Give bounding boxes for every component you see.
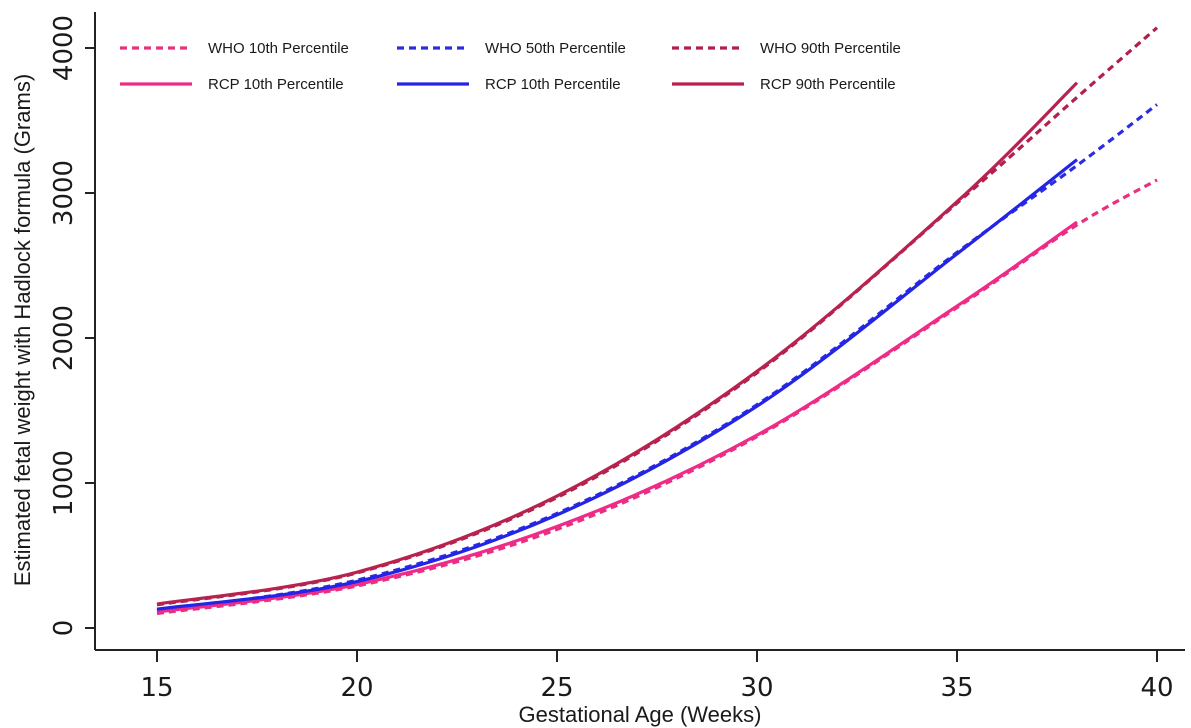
- legend: WHO 10th Percentile WHO 50th Percentile WH…: [120, 40, 901, 93]
- y-tick-label: 3000: [49, 160, 79, 226]
- legend-label: RCP 90th Percentile: [760, 76, 896, 93]
- legend-item-5: RCP 90th Percentile: [672, 76, 896, 93]
- x-tick-label: 25: [540, 673, 573, 703]
- y-tick-label: 0: [49, 620, 79, 637]
- series-line-3: [156, 220, 1078, 614]
- x-tick-label: 40: [1140, 673, 1173, 703]
- x-ticks: 15 20 25 30 35 40: [140, 650, 1174, 703]
- legend-item-4: RCP 10th Percentile: [397, 76, 621, 93]
- plot-area: 0 1000 2000 3000 4000 15 20 25 30 35 40: [49, 12, 1185, 703]
- legend-label: WHO 50th Percentile: [485, 40, 626, 57]
- series-line-5: [156, 81, 1079, 606]
- legend-label: WHO 90th Percentile: [760, 40, 901, 57]
- y-tick-label: 1000: [49, 450, 79, 516]
- y-tick-label: 4000: [49, 15, 79, 81]
- legend-label: WHO 10th Percentile: [208, 40, 349, 57]
- x-axis-title: Gestational Age (Weeks): [519, 702, 762, 727]
- x-tick-label: 15: [140, 673, 173, 703]
- y-axis-title: Estimated fetal weight with Hadlock form…: [10, 74, 35, 586]
- legend-item-2: WHO 90th Percentile: [672, 40, 901, 57]
- legend-label: RCP 10th Percentile: [485, 76, 621, 93]
- series-line-2: [156, 26, 1159, 607]
- x-tick-label: 20: [340, 673, 373, 703]
- y-tick-label: 2000: [49, 305, 79, 371]
- series-line-0: [156, 178, 1158, 616]
- series-line-4: [156, 158, 1078, 611]
- x-tick-label: 30: [740, 673, 773, 703]
- series-lines: [156, 26, 1159, 616]
- legend-item-1: WHO 50th Percentile: [397, 40, 626, 57]
- legend-item-3: RCP 10th Percentile: [120, 76, 344, 93]
- y-ticks: 0 1000 2000 3000 4000: [49, 15, 95, 636]
- series-line-1: [156, 103, 1158, 613]
- x-tick-label: 35: [940, 673, 973, 703]
- legend-label: RCP 10th Percentile: [208, 76, 344, 93]
- legend-item-0: WHO 10th Percentile: [120, 40, 349, 57]
